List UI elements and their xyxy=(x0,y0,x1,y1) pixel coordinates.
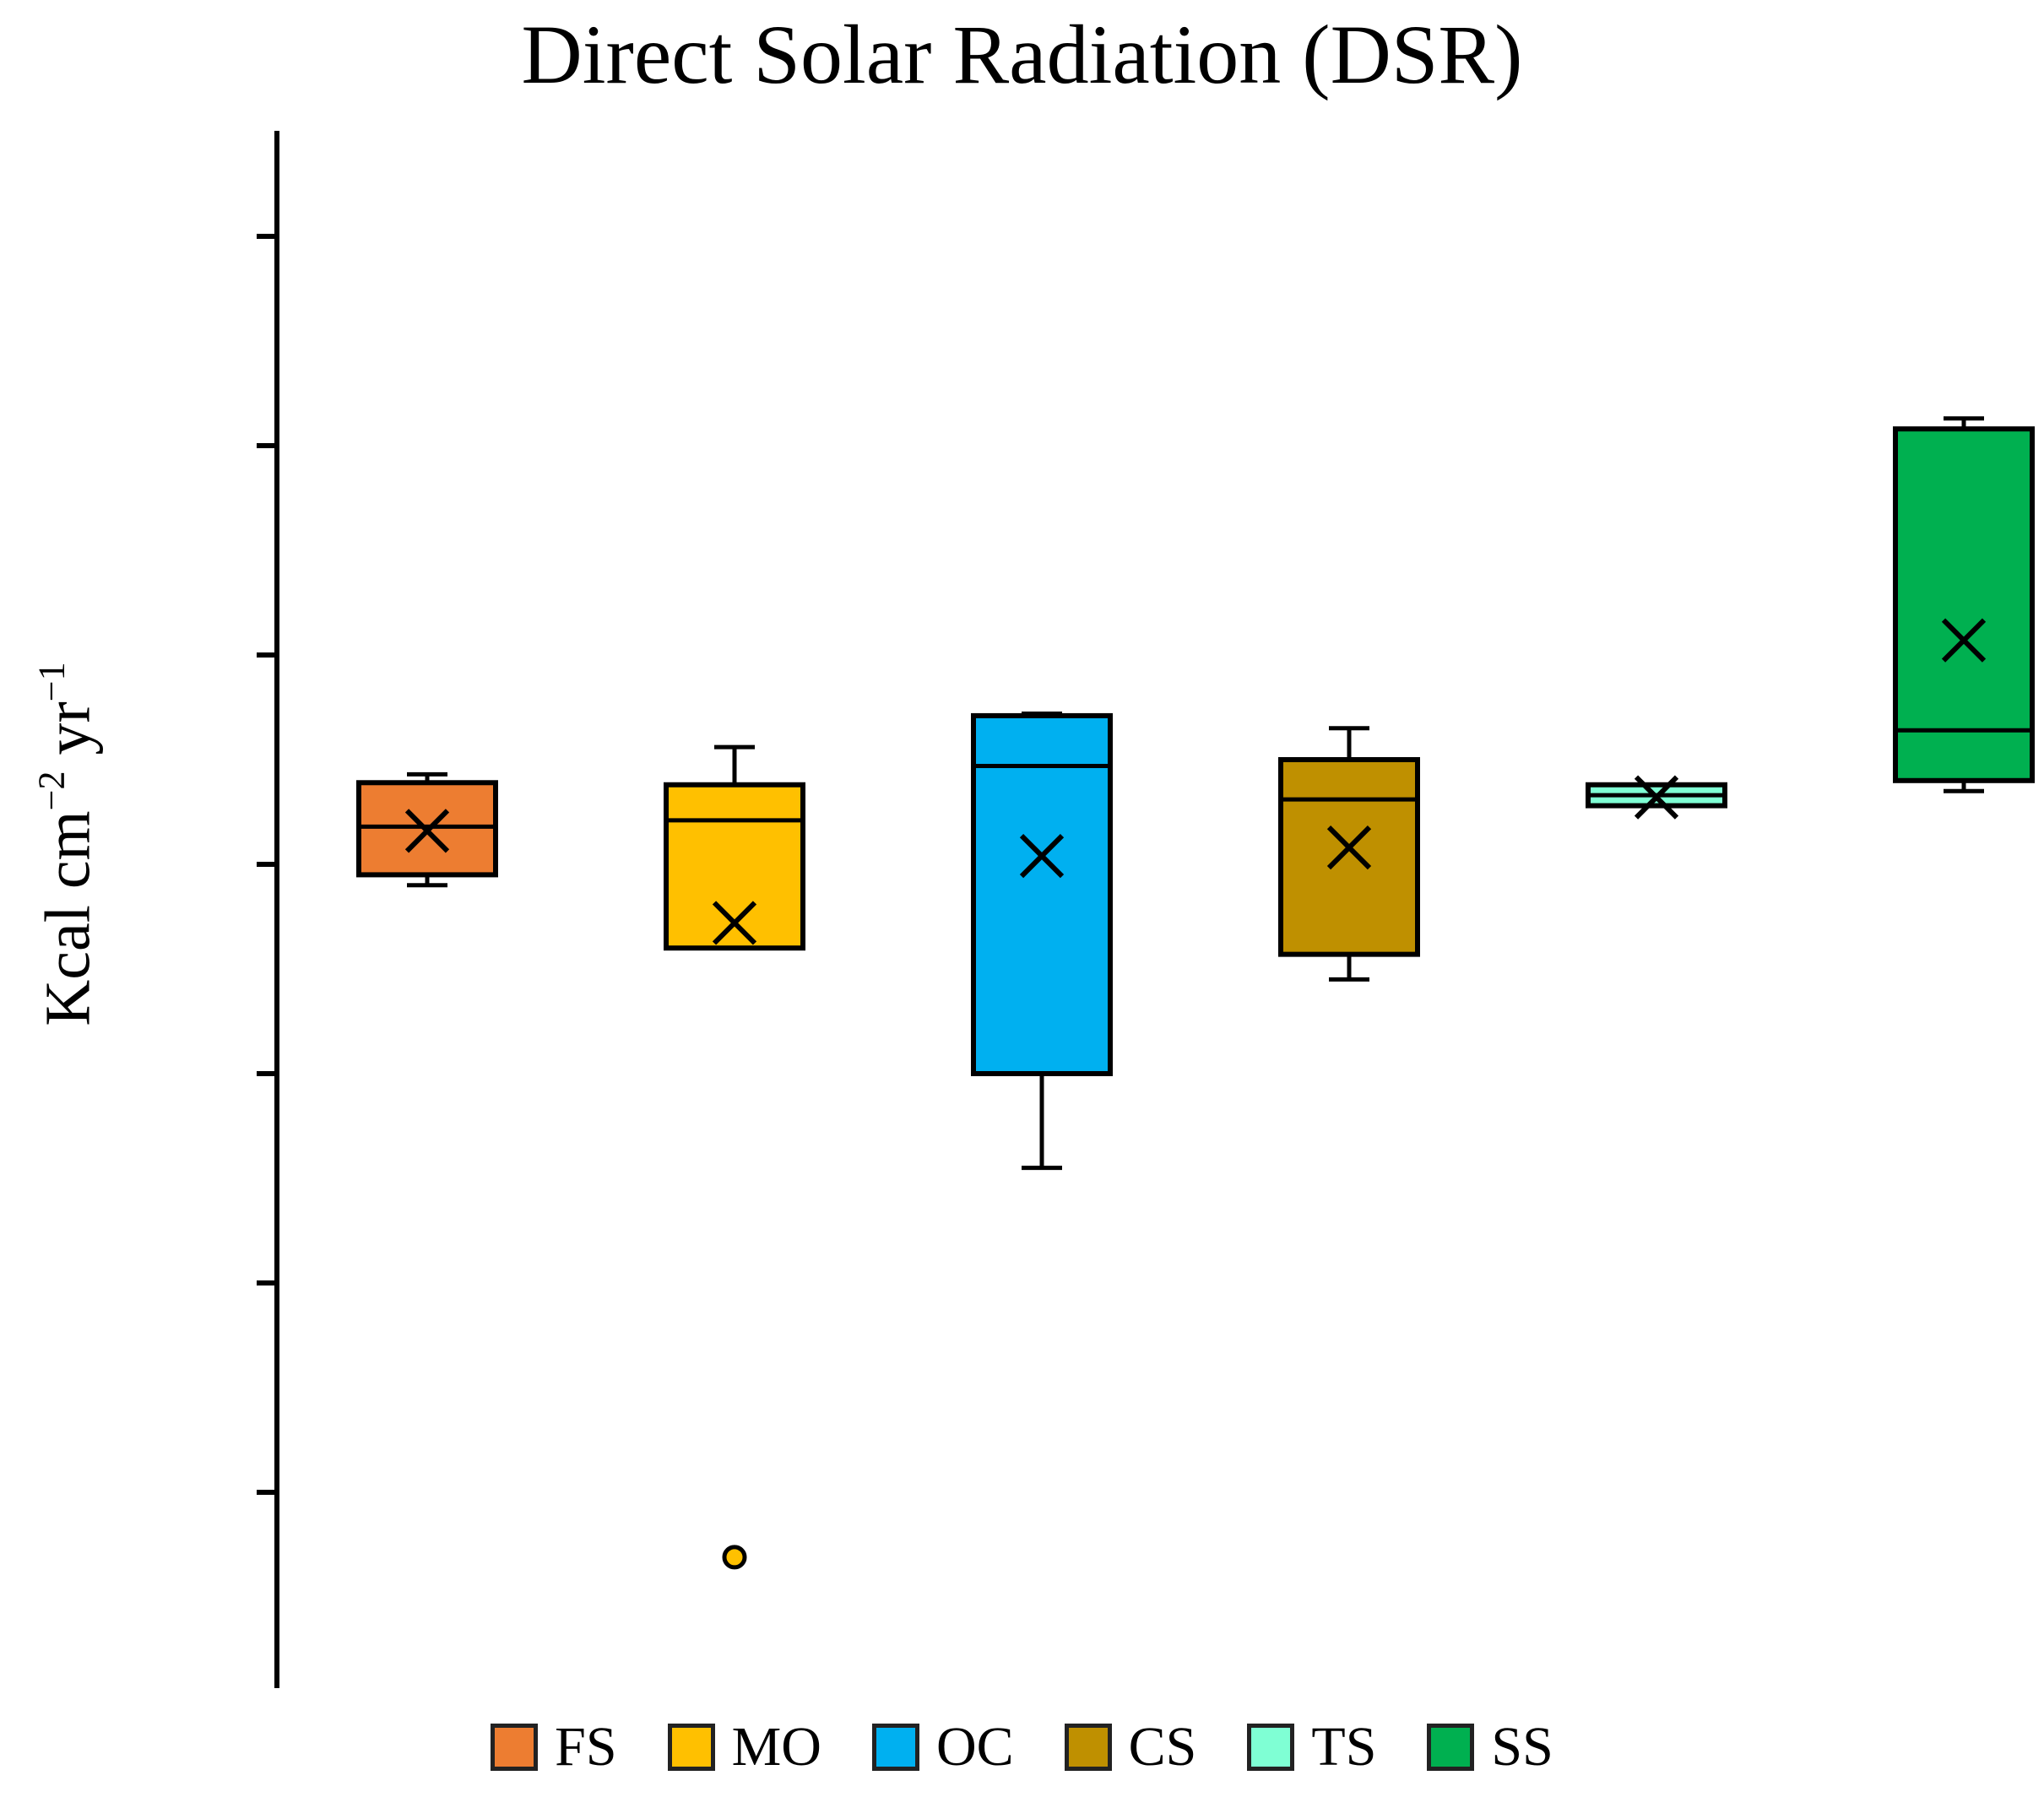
legend-swatch xyxy=(871,1724,919,1771)
box-mo-outlier xyxy=(722,1545,747,1570)
legend-swatch xyxy=(1427,1724,1475,1771)
box-cs-mean-marker xyxy=(1326,825,1372,870)
legend-item-ss: SS xyxy=(1427,1715,1553,1779)
legend-item-fs: FS xyxy=(491,1715,617,1779)
legend-label: FS xyxy=(555,1716,617,1778)
legend-item-oc: OC xyxy=(871,1715,1014,1779)
legend-swatch xyxy=(1064,1724,1112,1771)
legend-swatch xyxy=(667,1724,715,1771)
legend-label: CS xyxy=(1128,1716,1197,1778)
legend-item-cs: CS xyxy=(1064,1715,1197,1779)
legend-swatch xyxy=(491,1724,539,1771)
box-cs-box xyxy=(1278,757,1420,957)
box-ts-mean-marker xyxy=(1634,775,1679,820)
box-oc-mean-marker xyxy=(1019,833,1065,879)
legend-swatch xyxy=(1247,1724,1295,1771)
legend-item-ts: TS xyxy=(1247,1715,1376,1779)
box-ss-box xyxy=(1893,426,2035,783)
box-oc-box xyxy=(971,712,1113,1076)
legend-label: MO xyxy=(731,1716,821,1778)
legend-label: TS xyxy=(1311,1716,1377,1778)
legend: FS MO OC CS TS SS xyxy=(0,1705,2044,1789)
legend-label: SS xyxy=(1491,1716,1553,1778)
chart-title: Direct Solar Radiation (DSR) xyxy=(521,8,1523,101)
plot-area xyxy=(257,131,2035,1688)
box-ss-mean-marker xyxy=(1941,618,1987,663)
box-mo-mean-marker xyxy=(712,901,757,945)
legend-label: OC xyxy=(935,1716,1014,1778)
legend-item-mo: MO xyxy=(667,1715,821,1779)
box-fs-mean-marker xyxy=(404,809,450,853)
